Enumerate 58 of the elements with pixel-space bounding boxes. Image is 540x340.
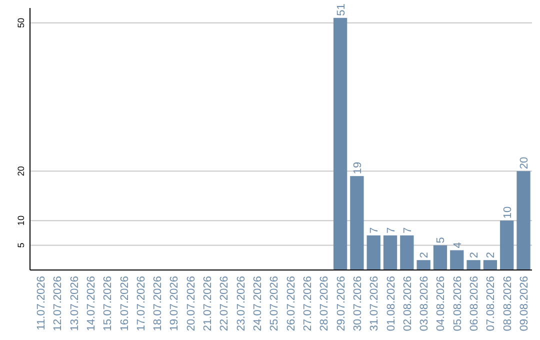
x-tick-label: 17.07.2026 [135, 276, 148, 332]
x-tick-label: 26.07.2026 [285, 276, 298, 332]
data-label: 7 [368, 227, 381, 234]
data-label: 7 [385, 227, 398, 234]
y-tick-label: 5 [16, 242, 26, 248]
x-tick-label: 30.07.2026 [352, 276, 364, 332]
bar [400, 235, 414, 270]
x-tick-label: 31.07.2026 [368, 276, 381, 332]
data-label: 4 [452, 242, 464, 248]
x-tick-label: 04.08.2026 [435, 276, 448, 332]
x-tick-label: 03.08.2026 [418, 276, 431, 332]
x-tick-label: 09.08.2026 [518, 276, 531, 332]
x-tick-label: 15.07.2026 [102, 276, 114, 332]
x-tick-label: 08.08.2026 [502, 276, 514, 332]
data-label: 2 [485, 252, 498, 258]
x-tick-label: 16.07.2026 [118, 276, 131, 332]
data-label: 7 [402, 227, 414, 234]
bar [450, 250, 464, 270]
bar [500, 220, 514, 270]
y-tick-label: 10 [16, 216, 26, 226]
x-tick-label: 01.08.2026 [385, 276, 398, 332]
x-tick-label: 11.07.2026 [35, 276, 48, 330]
x-tick-label: 13.07.2026 [68, 276, 81, 332]
data-label: 51 [335, 4, 348, 16]
x-tick-label: 22.07.2026 [218, 276, 231, 332]
bar [366, 235, 380, 270]
x-tick-label: 25.07.2026 [268, 276, 281, 332]
x-tick-label: 07.08.2026 [485, 276, 498, 332]
x-tick-label: 28.07.2026 [318, 276, 331, 332]
x-tick-label: 23.07.2026 [235, 276, 248, 332]
data-label: 19 [352, 162, 364, 174]
x-tick-label: 05.08.2026 [452, 276, 464, 332]
x-tick-label: 02.08.2026 [402, 276, 414, 332]
x-tick-label: 29.07.2026 [335, 276, 348, 332]
x-tick-label: 14.07.2026 [85, 276, 98, 332]
data-label: 20 [518, 156, 531, 170]
x-tick-label: 12.07.2026 [52, 276, 64, 332]
x-tick-label: 06.08.2026 [468, 276, 481, 332]
data-label: 2 [418, 252, 431, 258]
y-tick-label: 50 [16, 18, 26, 28]
x-tick-label: 19.07.2026 [168, 276, 181, 332]
x-tick-label: 27.07.2026 [302, 276, 314, 332]
data-label: 5 [435, 237, 448, 244]
bar [383, 235, 398, 270]
x-tick-label: 18.07.2026 [152, 276, 164, 332]
bar [483, 260, 498, 270]
y-tick-label: 20 [16, 166, 26, 176]
bar [333, 18, 348, 270]
bar [433, 245, 448, 270]
bar [466, 260, 480, 270]
x-tick-label: 21.07.2026 [202, 276, 214, 332]
data-label: 2 [468, 252, 481, 258]
x-tick-label: 20.07.2026 [185, 276, 198, 332]
data-label: 10 [502, 206, 514, 219]
bar [350, 176, 364, 270]
bar [416, 260, 430, 270]
x-tick-label: 24.07.2026 [252, 276, 264, 332]
bar [516, 171, 530, 270]
